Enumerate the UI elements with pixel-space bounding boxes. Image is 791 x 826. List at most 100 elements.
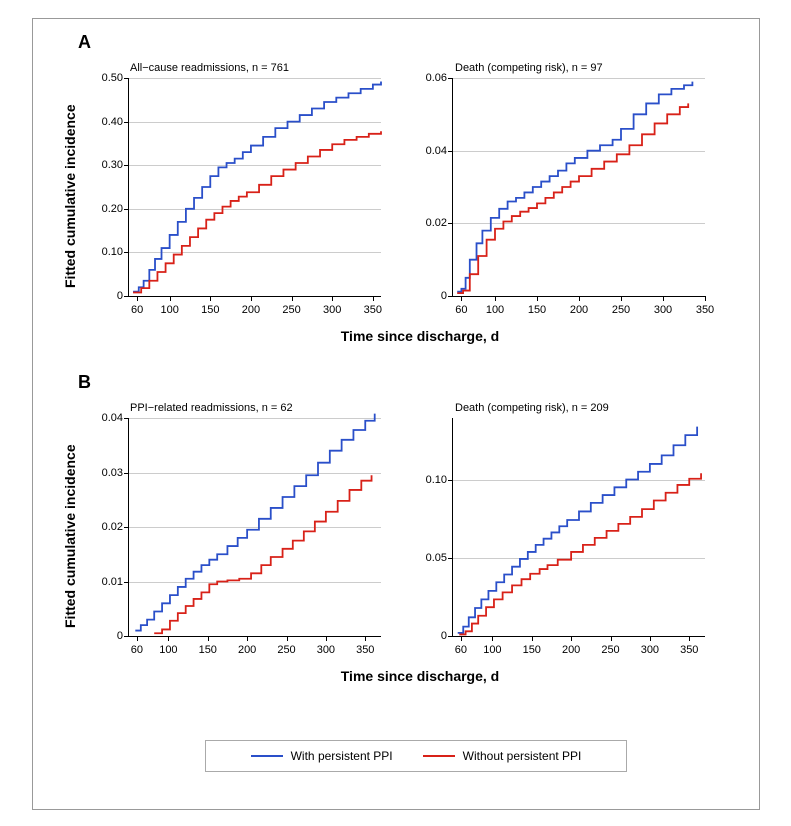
- x-tick-label: 250: [277, 644, 295, 656]
- legend-item-without-ppi: Without persistent PPI: [423, 749, 582, 763]
- legend-line-with-ppi: [251, 755, 283, 757]
- x-tick-mark: [705, 296, 706, 301]
- x-tick-mark: [461, 636, 462, 641]
- y-tick-mark: [448, 296, 453, 297]
- x-tick-label: 200: [562, 644, 580, 656]
- y-tick-label: 0.04: [411, 145, 447, 157]
- x-tick-mark: [537, 296, 538, 301]
- y-tick-label: 0.10: [87, 246, 123, 258]
- x-tick-label: 350: [356, 644, 374, 656]
- y-tick-label: 0.05: [411, 552, 447, 564]
- figure-container: A All−cause readmissions, n = 761 Death …: [0, 0, 791, 826]
- y-tick-mark: [124, 636, 129, 637]
- legend-line-without-ppi: [423, 755, 455, 757]
- series-with-ppi: [457, 82, 692, 292]
- x-tick-mark: [579, 296, 580, 301]
- x-tick-label: 60: [131, 644, 143, 656]
- legend-label-with-ppi: With persistent PPI: [291, 749, 393, 763]
- x-tick-mark: [210, 296, 211, 301]
- legend-box: With persistent PPI Without persistent P…: [205, 740, 627, 772]
- series-without-ppi: [457, 103, 688, 293]
- panel-a-right-subtitle: Death (competing risk), n = 97: [455, 62, 603, 74]
- y-tick-label: 0.30: [87, 159, 123, 171]
- x-tick-mark: [168, 636, 169, 641]
- x-tick-mark: [170, 296, 171, 301]
- x-tick-mark: [532, 636, 533, 641]
- panel-a-y-axis-label: Fitted cumulative incidence: [62, 88, 78, 288]
- x-tick-label: 100: [486, 304, 504, 316]
- x-tick-mark: [689, 636, 690, 641]
- x-tick-label: 300: [323, 304, 341, 316]
- x-tick-label: 60: [131, 304, 143, 316]
- x-tick-label: 300: [654, 304, 672, 316]
- x-tick-mark: [461, 296, 462, 301]
- x-tick-label: 200: [570, 304, 588, 316]
- y-tick-label: 0.02: [411, 217, 447, 229]
- x-tick-label: 250: [612, 304, 630, 316]
- x-tick-label: 60: [455, 304, 467, 316]
- x-tick-mark: [332, 296, 333, 301]
- panel-b-left-subtitle: PPI−related readmissions, n = 62: [130, 402, 293, 414]
- x-tick-label: 250: [282, 304, 300, 316]
- y-tick-mark: [124, 296, 129, 297]
- x-tick-mark: [326, 636, 327, 641]
- x-tick-label: 150: [201, 304, 219, 316]
- x-tick-mark: [611, 636, 612, 641]
- panel-a-left-subtitle: All−cause readmissions, n = 761: [130, 62, 289, 74]
- x-tick-label: 150: [199, 644, 217, 656]
- x-tick-mark: [137, 296, 138, 301]
- x-tick-mark: [621, 296, 622, 301]
- legend-label-without-ppi: Without persistent PPI: [463, 749, 582, 763]
- x-tick-label: 100: [483, 644, 501, 656]
- x-tick-mark: [251, 296, 252, 301]
- x-tick-mark: [650, 636, 651, 641]
- y-tick-label: 0: [411, 630, 447, 642]
- panel-a-right-plot: 00.020.040.0660100150200250300350: [452, 78, 705, 297]
- y-tick-label: 0: [411, 290, 447, 302]
- x-tick-mark: [571, 636, 572, 641]
- y-tick-label: 0.40: [87, 116, 123, 128]
- x-tick-mark: [492, 636, 493, 641]
- x-tick-mark: [208, 636, 209, 641]
- x-tick-mark: [247, 636, 248, 641]
- x-tick-label: 350: [364, 304, 382, 316]
- x-tick-label: 200: [242, 304, 260, 316]
- x-tick-mark: [365, 636, 366, 641]
- x-tick-label: 60: [455, 644, 467, 656]
- panel-a-left-plot: 00.100.200.300.400.506010015020025030035…: [128, 78, 381, 297]
- panel-b-y-axis-label: Fitted cumulative incidence: [62, 428, 78, 628]
- x-tick-label: 100: [159, 644, 177, 656]
- panel-b-x-axis-label: Time since discharge, d: [270, 668, 570, 684]
- x-tick-label: 350: [680, 644, 698, 656]
- series-without-ppi: [459, 473, 701, 634]
- y-tick-label: 0.02: [87, 521, 123, 533]
- panel-b-left-plot: 00.010.020.030.0460100150200250300350: [128, 418, 381, 637]
- x-tick-mark: [292, 296, 293, 301]
- x-tick-label: 350: [696, 304, 714, 316]
- panel-b-right-subtitle: Death (competing risk), n = 209: [455, 402, 609, 414]
- y-tick-label: 0.03: [87, 467, 123, 479]
- series-with-ppi: [133, 81, 381, 291]
- x-tick-label: 150: [528, 304, 546, 316]
- panel-b-right-plot: 00.050.1060100150200250300350: [452, 418, 705, 637]
- y-tick-label: 0.01: [87, 576, 123, 588]
- x-tick-mark: [373, 296, 374, 301]
- panel-a-x-axis-label: Time since discharge, d: [270, 328, 570, 344]
- y-tick-label: 0.50: [87, 72, 123, 84]
- x-tick-mark: [495, 296, 496, 301]
- y-tick-label: 0.20: [87, 203, 123, 215]
- series-without-ppi: [133, 131, 381, 292]
- x-tick-mark: [663, 296, 664, 301]
- y-tick-label: 0.10: [411, 474, 447, 486]
- panel-a-label: A: [78, 32, 91, 53]
- plot-svg: [453, 418, 705, 636]
- x-tick-label: 300: [641, 644, 659, 656]
- y-tick-label: 0.06: [411, 72, 447, 84]
- x-tick-label: 100: [160, 304, 178, 316]
- panel-b-label: B: [78, 372, 91, 393]
- x-tick-label: 300: [317, 644, 335, 656]
- series-with-ppi: [135, 414, 374, 631]
- plot-svg: [129, 78, 381, 296]
- plot-svg: [453, 78, 705, 296]
- y-tick-label: 0: [87, 290, 123, 302]
